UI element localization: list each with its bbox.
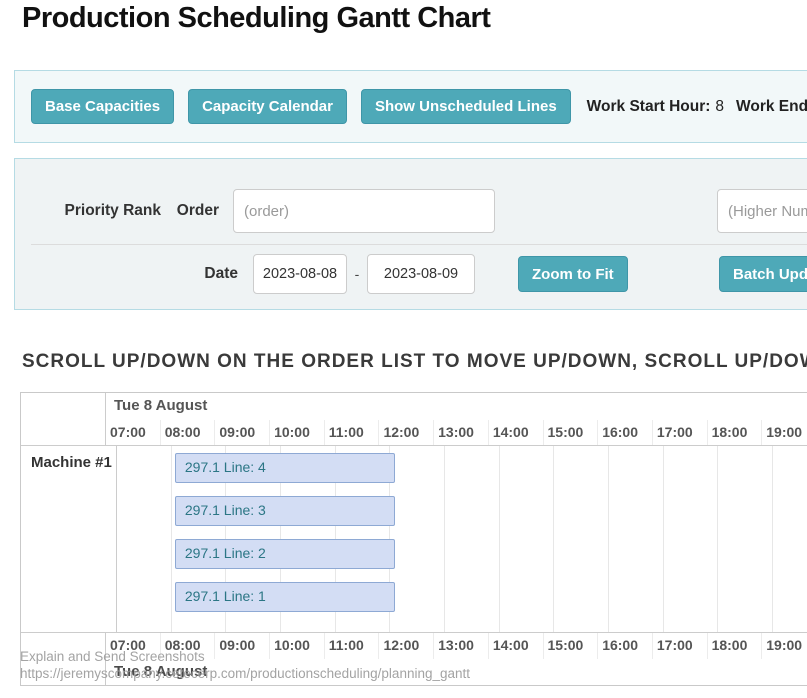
gantt-label-spacer <box>21 420 106 445</box>
time-tick: 13:00 <box>434 633 489 659</box>
time-tick: 14:00 <box>489 420 544 445</box>
work-hours: Work Start Hour:8 Work End Hour: <box>587 98 807 116</box>
gantt-bar[interactable]: 297.1 Line: 1 <box>174 582 395 612</box>
toolbar-buttons: Base Capacities Capacity Calendar Show U… <box>31 89 571 124</box>
gantt-date-footer: Tue 8 August <box>114 663 208 680</box>
machine-row-label: Machine #1 <box>21 446 117 632</box>
gantt-bar[interactable]: 297.1 Line: 4 <box>174 453 395 483</box>
time-tick: 13:00 <box>434 420 489 445</box>
order-input[interactable] <box>233 189 495 233</box>
order-label: Order <box>176 202 219 219</box>
time-tick: 10:00 <box>270 633 325 659</box>
time-tick: 18:00 <box>708 420 763 445</box>
time-tick: 08:00 <box>161 420 216 445</box>
time-tick: 16:00 <box>598 633 653 659</box>
timeline-grid-cell <box>664 446 719 632</box>
date-label: Date <box>204 265 238 282</box>
date-from-input[interactable] <box>253 254 347 294</box>
toolbar-button[interactable]: Base Capacities <box>31 89 175 124</box>
time-tick: 17:00 <box>653 633 708 659</box>
zoom-to-fit-button[interactable]: Zoom to Fit <box>518 256 628 292</box>
filters-panel: Order Priority Rank Date - Zoom to Fit B… <box>14 158 807 310</box>
time-tick: 15:00 <box>544 633 599 659</box>
gantt-label-spacer-bottom <box>21 633 106 659</box>
machine-row: Machine #1 <box>21 446 807 632</box>
time-tick: 07:00 <box>106 633 161 659</box>
timeline-grid-cell <box>718 446 774 632</box>
priority-rank-label: Priority Rank <box>64 202 161 219</box>
time-tick: 18:00 <box>708 633 763 659</box>
time-tick: 12:00 <box>379 420 435 445</box>
gantt-date-footer-row: Tue 8 August <box>21 659 807 685</box>
timeline-grid-cell <box>500 446 555 632</box>
page-title: Production Scheduling Gantt Chart <box>22 2 491 34</box>
timeline-grid-cell <box>390 446 445 632</box>
date-range-separator: - <box>354 266 360 282</box>
time-tick: 09:00 <box>215 420 271 445</box>
time-axis-top: 07:00 08:00 09:00 10:00 11:00 12:00 13:0… <box>106 420 807 445</box>
scroll-instruction: SCROLL UP/DOWN ON THE ORDER LIST TO MOVE… <box>22 351 807 372</box>
priority-rank-input[interactable] <box>717 189 807 233</box>
time-axis-bottom: 07:00 08:00 09:00 10:00 11:00 12:00 13:0… <box>106 633 807 659</box>
time-tick: 17:00 <box>653 420 708 445</box>
gantt-bar[interactable]: 297.1 Line: 2 <box>174 539 395 569</box>
timeline-grid-cell <box>117 446 172 632</box>
gantt-bars: 297.1 Line: 4 297.1 Line: 3 297.1 Line: … <box>117 446 807 632</box>
time-tick: 09:00 <box>215 633 271 659</box>
gantt-date-header-row: Tue 8 August <box>21 393 807 420</box>
time-tick: 08:00 <box>161 633 216 659</box>
gantt-corner-cell <box>21 393 106 420</box>
time-tick: 07:00 <box>106 420 161 445</box>
gantt-date-header: Tue 8 August <box>114 397 208 414</box>
toolbar-panel: Base Capacities Capacity Calendar Show U… <box>14 70 807 143</box>
time-tick: 15:00 <box>544 420 599 445</box>
time-tick: 19:00 <box>762 420 807 445</box>
batch-update-button[interactable]: Batch Upda <box>719 256 807 292</box>
work-start-label: Work Start Hour: <box>586 97 711 115</box>
time-tick: 19:00 <box>762 633 807 659</box>
toolbar-button[interactable]: Capacity Calendar <box>188 89 347 124</box>
time-tick: 11:00 <box>325 633 380 659</box>
work-start-value: 8 <box>715 97 725 115</box>
date-to-input[interactable] <box>367 254 475 294</box>
time-tick: 11:00 <box>325 420 380 445</box>
machine-row-timeline: 297.1 Line: 4 297.1 Line: 3 297.1 Line: … <box>117 446 807 632</box>
gantt-corner-cell-bottom <box>21 659 106 685</box>
work-end-label: Work End Hour: <box>736 97 807 115</box>
timeline-grid-cell <box>609 446 664 632</box>
time-tick: 12:00 <box>379 633 435 659</box>
timeline-grid-cell <box>445 446 500 632</box>
filters-divider <box>31 244 807 245</box>
time-tick: 16:00 <box>598 420 653 445</box>
gantt-chart: Tue 8 August 07:00 08:00 09:00 10:00 11:… <box>20 392 807 686</box>
gantt-time-header-row: 07:00 08:00 09:00 10:00 11:00 12:00 13:0… <box>21 420 807 446</box>
toolbar-button[interactable]: Show Unscheduled Lines <box>360 89 571 124</box>
time-tick: 14:00 <box>489 633 544 659</box>
time-tick: 10:00 <box>270 420 325 445</box>
gantt-bar[interactable]: 297.1 Line: 3 <box>174 496 395 526</box>
gantt-time-footer-row: 07:00 08:00 09:00 10:00 11:00 12:00 13:0… <box>21 632 807 659</box>
timeline-grid-cell <box>554 446 610 632</box>
